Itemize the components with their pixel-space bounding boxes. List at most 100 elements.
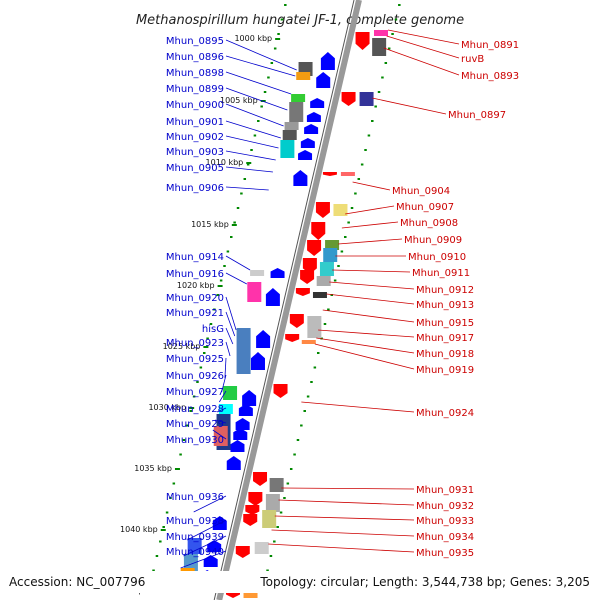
reverse-gene-arrow <box>315 202 330 218</box>
right-gene-label: Mhun_0932 <box>416 501 474 512</box>
forward-gene-arrow <box>310 98 325 108</box>
right-leader-line <box>338 238 403 245</box>
left-gene-label: Mhun_0905 <box>166 163 224 174</box>
left-gene-label: Mhun_0930 <box>166 435 224 446</box>
scale-tick <box>275 38 281 40</box>
left-gene-label: Mhun_0926 <box>166 371 224 382</box>
tick-dot-right <box>357 178 361 180</box>
right-gene-label: Mhun_0910 <box>408 252 466 263</box>
left-gene-label: Mhun_0906 <box>166 183 224 194</box>
forward-gene-arrow <box>298 150 313 160</box>
tick-dot-right <box>371 120 374 122</box>
right-leader-line <box>281 487 415 490</box>
accession-text: Accession: NC_007796 <box>9 575 145 589</box>
reverse-gene-arrow <box>295 288 310 296</box>
forward-gene-box <box>291 94 306 102</box>
tick-dot-left <box>226 250 230 253</box>
forward-gene-box <box>296 72 311 80</box>
right-leader-line <box>345 205 395 215</box>
tick-dot-right <box>391 33 394 35</box>
left-leader-line <box>225 311 236 337</box>
tick-dot-right <box>333 279 337 282</box>
tick-dot-left <box>284 4 287 6</box>
right-gene-label: Mhun_0918 <box>416 349 474 360</box>
scale-tick <box>217 285 223 287</box>
left-leader-line <box>183 535 227 557</box>
tick-dot-right <box>283 497 286 499</box>
tick-dot-left <box>280 18 284 21</box>
left-gene-label: Mhun_0914 <box>166 252 224 263</box>
left-leader-line <box>225 39 297 71</box>
tick-dot-left <box>155 555 159 557</box>
forward-gene-arrow <box>250 352 265 370</box>
right-leader-line <box>383 47 460 76</box>
left-leader-line <box>225 272 248 285</box>
backbone-layer <box>213 0 362 600</box>
reverse-gene-arrow <box>253 472 268 486</box>
backbone-edge <box>213 0 355 600</box>
forward-gene-box <box>289 102 304 122</box>
tick-dot-left <box>209 323 213 325</box>
left-leader-line <box>225 166 273 173</box>
left-leader-line <box>212 429 227 440</box>
left-gene-label: Mhun_0900 <box>166 100 224 111</box>
tick-dot-right <box>398 4 401 6</box>
right-gene-label: Mhun_0917 <box>416 333 474 344</box>
scale-label: 1010 kbp <box>206 158 244 167</box>
left-gene-label: Mhun_0923 <box>166 338 224 349</box>
right-leader-line <box>329 281 415 290</box>
tick-dot-right <box>374 105 377 108</box>
tick-dot-right <box>340 250 344 253</box>
left-gene-label: Mhun_0940 <box>166 547 224 558</box>
reverse-gene-box <box>307 316 322 338</box>
scale-tick <box>189 407 195 409</box>
scale-label: 1040 kbp <box>120 525 158 534</box>
forward-gene-box <box>280 140 295 158</box>
tick-dot-right <box>293 453 296 456</box>
left-leader-line <box>225 87 288 111</box>
right-leader-line <box>352 181 391 191</box>
right-leader-line <box>316 337 415 354</box>
left-gene-label: Mhun_0936 <box>166 492 224 503</box>
scale-tick <box>174 468 180 470</box>
reverse-gene-box <box>340 172 355 176</box>
left-gene-label: Mhun_0938 <box>166 516 224 527</box>
reverse-gene-arrow <box>341 92 356 106</box>
left-leader-line <box>216 407 227 413</box>
reverse-gene-box <box>359 92 374 106</box>
tick-dot-left <box>159 540 162 543</box>
left-gene-label: Mhun_0898 <box>166 68 224 79</box>
tick-dot-left <box>253 134 257 137</box>
left-gene-label: Mhun_0927 <box>166 387 224 398</box>
right-leader-line <box>372 97 447 115</box>
tick-dot-right <box>360 163 364 166</box>
reverse-gene-box <box>269 478 284 492</box>
right-gene-label: ruvB <box>461 54 484 65</box>
right-gene-label: Mhun_0933 <box>416 516 474 527</box>
left-leader-line <box>225 341 231 357</box>
tick-dot-left <box>169 497 172 499</box>
tick-dot-left <box>230 236 233 238</box>
tick-dot-right <box>344 236 347 238</box>
left-gene-label: Mhun_0920 <box>166 293 224 304</box>
forward-gene-box <box>187 538 202 554</box>
tick-dot-right <box>310 381 313 383</box>
tick-dot-right <box>266 569 269 572</box>
reverse-gene-arrow <box>245 505 260 515</box>
left-leader-line <box>225 135 279 149</box>
reverse-gene-arrow <box>300 270 315 284</box>
tick-dot-right <box>327 308 330 311</box>
tick-dot-right <box>347 221 350 224</box>
reverse-gene-box <box>316 276 331 286</box>
reverse-gene-arrow <box>307 240 322 256</box>
reverse-gene-box <box>323 248 338 262</box>
reverse-gene-box <box>254 542 269 554</box>
tick-dot-left <box>196 381 199 383</box>
reverse-gene-arrow <box>311 222 326 240</box>
left-gene-label: Mhun_0896 <box>166 52 224 63</box>
backbone-line <box>216 0 362 600</box>
right-gene-label: Mhun_0897 <box>448 110 506 121</box>
left-leader-line <box>218 390 227 403</box>
tick-dot-right <box>384 62 388 64</box>
